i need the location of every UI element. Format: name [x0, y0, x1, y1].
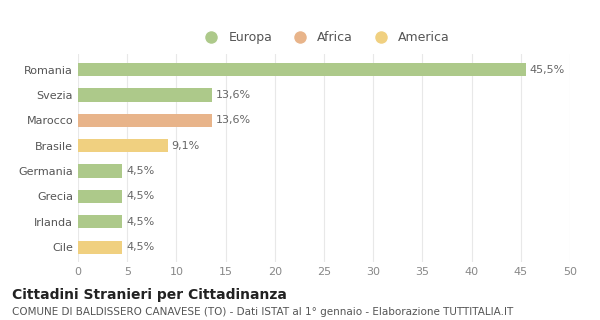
- Bar: [78, 139, 167, 152]
- Text: 4,5%: 4,5%: [126, 166, 154, 176]
- Bar: [78, 215, 122, 228]
- Text: 13,6%: 13,6%: [216, 90, 251, 100]
- Bar: [78, 63, 526, 76]
- Bar: [78, 114, 212, 127]
- Text: 9,1%: 9,1%: [172, 141, 200, 151]
- Text: 4,5%: 4,5%: [126, 191, 154, 202]
- Bar: [78, 164, 122, 178]
- Text: COMUNE DI BALDISSERO CANAVESE (TO) - Dati ISTAT al 1° gennaio - Elaborazione TUT: COMUNE DI BALDISSERO CANAVESE (TO) - Dat…: [12, 307, 513, 317]
- Text: 4,5%: 4,5%: [126, 242, 154, 252]
- Bar: [78, 241, 122, 254]
- Bar: [78, 190, 122, 203]
- Bar: [78, 88, 212, 101]
- Text: 45,5%: 45,5%: [530, 65, 565, 75]
- Legend: Europa, Africa, America: Europa, Africa, America: [198, 31, 450, 44]
- Text: 13,6%: 13,6%: [216, 115, 251, 125]
- Text: 4,5%: 4,5%: [126, 217, 154, 227]
- Text: Cittadini Stranieri per Cittadinanza: Cittadini Stranieri per Cittadinanza: [12, 288, 287, 302]
